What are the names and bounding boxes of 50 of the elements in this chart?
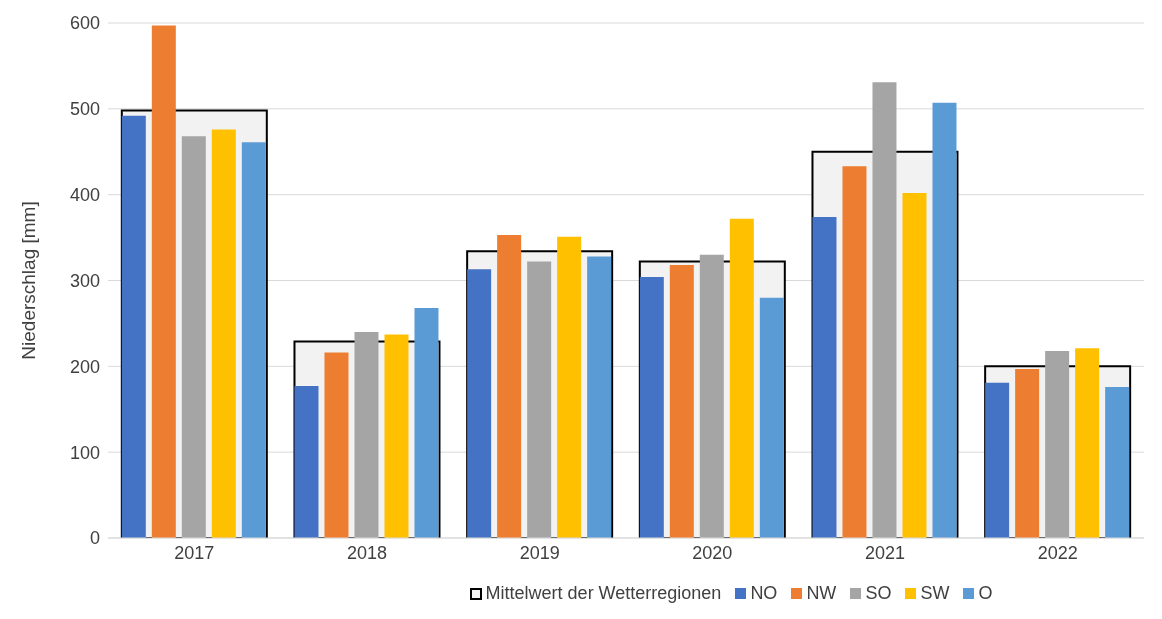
bar [324, 352, 349, 538]
bar [1075, 348, 1100, 538]
bar [699, 254, 724, 538]
bar [985, 382, 1010, 538]
bar [902, 192, 927, 538]
y-axis-title: Niederschlag [mm] [17, 201, 39, 360]
bar [932, 102, 957, 538]
bar [414, 307, 439, 538]
bar [669, 265, 694, 538]
y-tick-label: 300 [69, 270, 100, 291]
x-tick-label: 2019 [519, 542, 560, 563]
bar [1045, 350, 1070, 538]
bar [729, 218, 754, 538]
legend-label: SW [920, 583, 950, 604]
legend-label: NO [750, 583, 778, 604]
y-tick-label: 200 [69, 356, 100, 377]
bar [294, 386, 319, 538]
y-tick-label: 500 [69, 99, 100, 120]
bar [211, 129, 236, 538]
bar [151, 25, 176, 538]
bar [812, 216, 837, 538]
x-tick-label: 2020 [692, 542, 733, 563]
bar [1015, 368, 1040, 538]
y-tick-label: 400 [69, 185, 100, 206]
x-tick-label: 2022 [1037, 542, 1078, 563]
bar [181, 136, 206, 538]
bar [557, 236, 582, 538]
bar [587, 256, 612, 538]
x-tick-label: 2021 [864, 542, 906, 563]
bar [872, 82, 897, 538]
bar [241, 142, 266, 538]
bar [121, 115, 146, 538]
bar [1105, 386, 1130, 538]
y-tick-label: 600 [69, 13, 100, 34]
legend-label: SO [865, 583, 892, 604]
y-tick-label: 100 [69, 442, 100, 463]
x-tick-label: 2017 [174, 542, 215, 563]
bar [842, 166, 867, 538]
bar [384, 334, 409, 538]
x-tick-label: 2018 [346, 542, 388, 563]
legend-label: Mittelwert der Wetterregionen [485, 583, 722, 604]
legend-label: O [978, 583, 993, 604]
bar [639, 277, 664, 538]
bar [467, 269, 492, 538]
y-tick-label: 0 [89, 528, 100, 549]
legend-label: NW [806, 583, 837, 604]
bar [497, 235, 522, 538]
bar [354, 332, 379, 538]
bar [759, 297, 784, 538]
bar [527, 261, 552, 538]
